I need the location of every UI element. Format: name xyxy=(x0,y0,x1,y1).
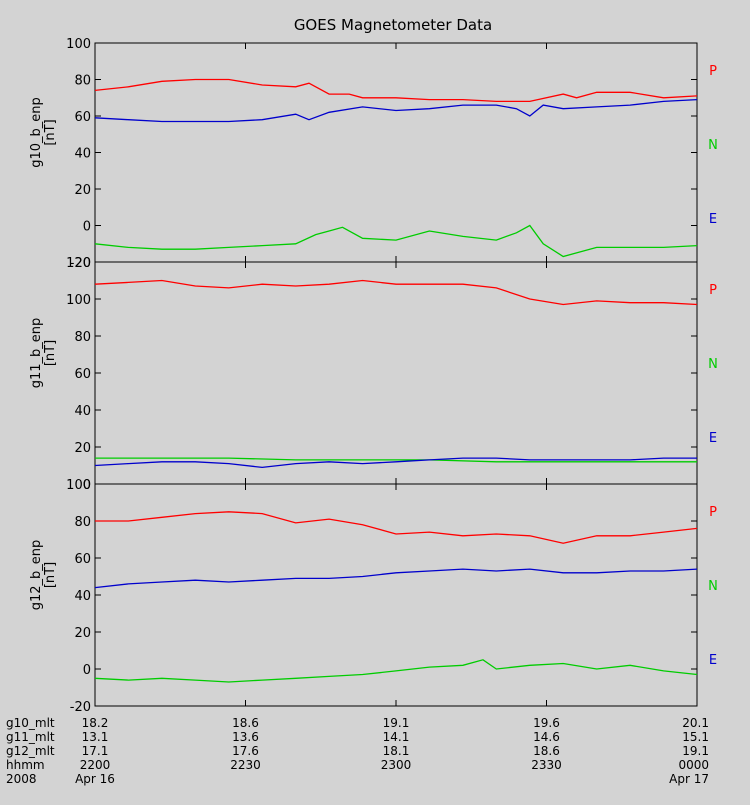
x-tick-label: 2330 xyxy=(531,758,562,772)
y-axis-unit: [nT] xyxy=(43,562,58,588)
y-tick-label: 0 xyxy=(83,663,91,678)
y-tick-label: 100 xyxy=(66,293,91,308)
series-line-N xyxy=(94,224,698,258)
chart-title: GOES Magnetometer Data xyxy=(294,16,492,34)
series-line-N xyxy=(94,659,698,683)
x-tick-label: 15.1 xyxy=(682,730,709,744)
series-line-N xyxy=(95,457,697,463)
x-tick-label: 18.6 xyxy=(232,716,259,730)
series-line-E xyxy=(94,98,698,123)
y-tick-label: 60 xyxy=(74,367,91,382)
y-tick-label: 40 xyxy=(74,404,91,419)
x-tick-label: Apr 17 xyxy=(669,772,709,786)
panel-frame xyxy=(94,261,698,485)
y-tick-label: -20 xyxy=(70,700,91,715)
y-tick-label: 100 xyxy=(66,37,91,52)
y-tick-label: 20 xyxy=(74,626,91,641)
series-line-P xyxy=(94,279,698,306)
x-tick-label: 19.1 xyxy=(682,744,709,758)
x-tick-label: 2200 xyxy=(80,758,111,772)
y-axis-unit: [nT] xyxy=(43,340,58,366)
x-tick-label: 2300 xyxy=(381,758,412,772)
legend-entry-E: E xyxy=(709,212,717,227)
x-row-label: hhmm xyxy=(6,758,45,772)
x-tick-label: 2230 xyxy=(230,758,261,772)
x-tick-label: 20.1 xyxy=(682,716,709,730)
x-tick-label: 19.1 xyxy=(383,716,410,730)
y-tick-label: 40 xyxy=(74,147,91,162)
y-axis-label: g10_b_enp xyxy=(29,97,44,168)
x-tick-label: 0000 xyxy=(678,758,709,772)
series-line-P xyxy=(95,511,698,544)
legend-entry-P: P xyxy=(709,283,717,298)
y-tick-label: 0 xyxy=(83,478,91,493)
x-tick-label: 17.1 xyxy=(82,744,109,758)
legend-entry-E: E xyxy=(709,431,717,446)
x-tick-label: 18.1 xyxy=(383,744,410,758)
x-tick-label: 14.6 xyxy=(533,730,560,744)
panel-frame xyxy=(94,42,698,263)
x-tick-label: 13.1 xyxy=(82,730,109,744)
x-tick-label: 17.6 xyxy=(232,744,259,758)
y-tick-label: 20 xyxy=(74,441,91,456)
legend-entry-P: P xyxy=(709,505,717,520)
y-tick-label: 20 xyxy=(74,183,91,198)
panel-frame xyxy=(94,483,698,707)
legend-entry-P: P xyxy=(709,64,717,79)
y-tick-label: 80 xyxy=(74,515,91,530)
y-tick-label: 0 xyxy=(83,220,91,235)
x-row-label: g11_mlt xyxy=(6,730,55,744)
y-axis-label: g11_b_enp xyxy=(29,318,44,389)
x-axis-annotations: g10_mlt 18.2 18.6 19.1 19.6 20.1 g11_mlt 13.1 13… xyxy=(6,716,709,786)
y-tick-label: 80 xyxy=(74,74,91,89)
x-row-label: 2008 xyxy=(6,772,37,786)
x-tick-label: 18.2 xyxy=(82,716,109,730)
x-row-label: g12_mlt xyxy=(6,744,55,758)
y-tick-label: -20 xyxy=(70,256,91,271)
x-tick-label: Apr 16 xyxy=(75,772,115,786)
panel-1: 100 80 60 40 20 0 -20 g10_b_enp [nT] P N E xyxy=(29,37,718,271)
legend-entry-N: N xyxy=(708,138,718,153)
y-tick-label: 100 xyxy=(66,478,91,493)
series-line-E xyxy=(94,568,698,589)
series-line-E xyxy=(94,457,697,469)
y-tick-label: 60 xyxy=(74,552,91,567)
y-tick-label: 40 xyxy=(74,589,91,604)
y-axis-label: g12_b_enp xyxy=(29,540,44,611)
legend-entry-N: N xyxy=(708,579,718,594)
panel-2: 120 100 80 60 40 20 0 g11_b_enp [nT] P N E xyxy=(29,256,718,493)
y-tick-label: 120 xyxy=(66,256,91,271)
x-tick-label: 14.1 xyxy=(383,730,410,744)
x-row-label: g10_mlt xyxy=(6,716,55,730)
series-line-P xyxy=(94,78,698,103)
x-tick-label: 18.6 xyxy=(533,744,560,758)
legend-entry-N: N xyxy=(708,357,718,372)
y-tick-label: 60 xyxy=(74,110,91,125)
x-tick-label: 13.6 xyxy=(232,730,259,744)
y-tick-label: 80 xyxy=(74,330,91,345)
panel-3: 100 80 60 40 20 0 -20 g12_b_enp [nT] P N E xyxy=(29,478,718,715)
legend-entry-E: E xyxy=(709,653,717,668)
y-axis-unit: [nT] xyxy=(43,119,58,145)
x-tick-label: 19.6 xyxy=(533,716,560,730)
